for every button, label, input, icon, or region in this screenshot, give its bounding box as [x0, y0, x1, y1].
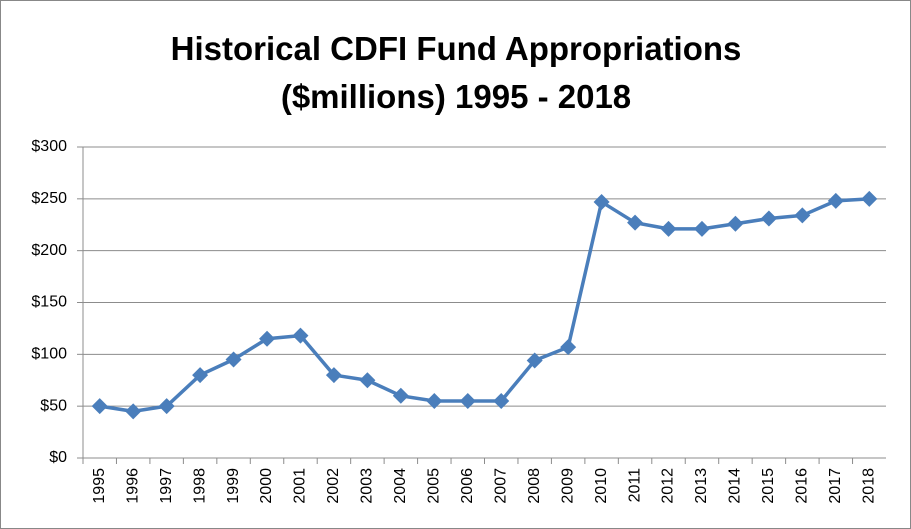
x-tick-label: 2004	[392, 468, 409, 504]
x-tick-label: 1996	[124, 468, 141, 504]
marker	[225, 351, 242, 368]
marker	[325, 367, 342, 384]
x-tick-label: 2011	[626, 468, 643, 503]
marker	[593, 193, 610, 210]
marker	[693, 220, 710, 237]
y-tick-label: $250	[31, 190, 67, 207]
x-tick-label: 2010	[593, 468, 610, 504]
x-tick-label: 1999	[225, 468, 242, 504]
y-tick-label: $0	[49, 449, 67, 466]
y-tick-label: $200	[31, 242, 67, 259]
marker	[760, 210, 777, 227]
marker	[125, 403, 142, 420]
marker	[861, 190, 878, 207]
x-tick-label: 2005	[426, 468, 443, 504]
x-tick-label: 2015	[760, 468, 777, 504]
x-tick-label: 1995	[91, 468, 108, 504]
marker	[827, 192, 844, 209]
marker	[627, 214, 644, 231]
marker	[727, 215, 744, 232]
x-tick-label: 2007	[492, 468, 509, 504]
marker	[91, 398, 108, 415]
x-tick-label: 2012	[660, 468, 677, 504]
y-tick-label: $100	[31, 346, 67, 363]
x-tick-label: 2006	[459, 468, 476, 504]
marker	[359, 372, 376, 389]
y-tick-label: $50	[40, 397, 67, 414]
x-tick-label: 2016	[794, 468, 811, 504]
x-tick-label: 2001	[292, 468, 309, 504]
x-tick-label: 2009	[559, 468, 576, 504]
x-tick-label: 2013	[693, 468, 710, 504]
x-tick-label: 2017	[827, 468, 844, 504]
marker	[794, 207, 811, 224]
marker	[292, 327, 309, 344]
x-tick-label: 2003	[359, 468, 376, 504]
x-tick-label: 2008	[526, 468, 543, 504]
marker	[660, 220, 677, 237]
chart-title: Historical CDFI Fund Appropriations ($mi…	[170, 30, 742, 115]
marker	[392, 387, 409, 404]
x-tick-label: 2014	[727, 468, 744, 504]
marker	[259, 330, 276, 347]
marker	[192, 367, 209, 384]
x-tick-label: 1998	[191, 468, 208, 504]
marker	[426, 392, 443, 409]
x-tick-label: 2018	[860, 468, 877, 504]
y-tick-label: $150	[31, 294, 67, 311]
marker	[526, 352, 543, 369]
marker	[158, 398, 175, 415]
marker	[560, 339, 577, 356]
x-tick-label: 2000	[258, 468, 275, 504]
line	[99, 197, 870, 414]
y-tick-label: $300	[31, 138, 67, 155]
marker	[459, 392, 476, 409]
x-tick-label: 1997	[158, 468, 175, 504]
x-tick-label: 2002	[325, 468, 342, 504]
marker	[493, 392, 510, 409]
